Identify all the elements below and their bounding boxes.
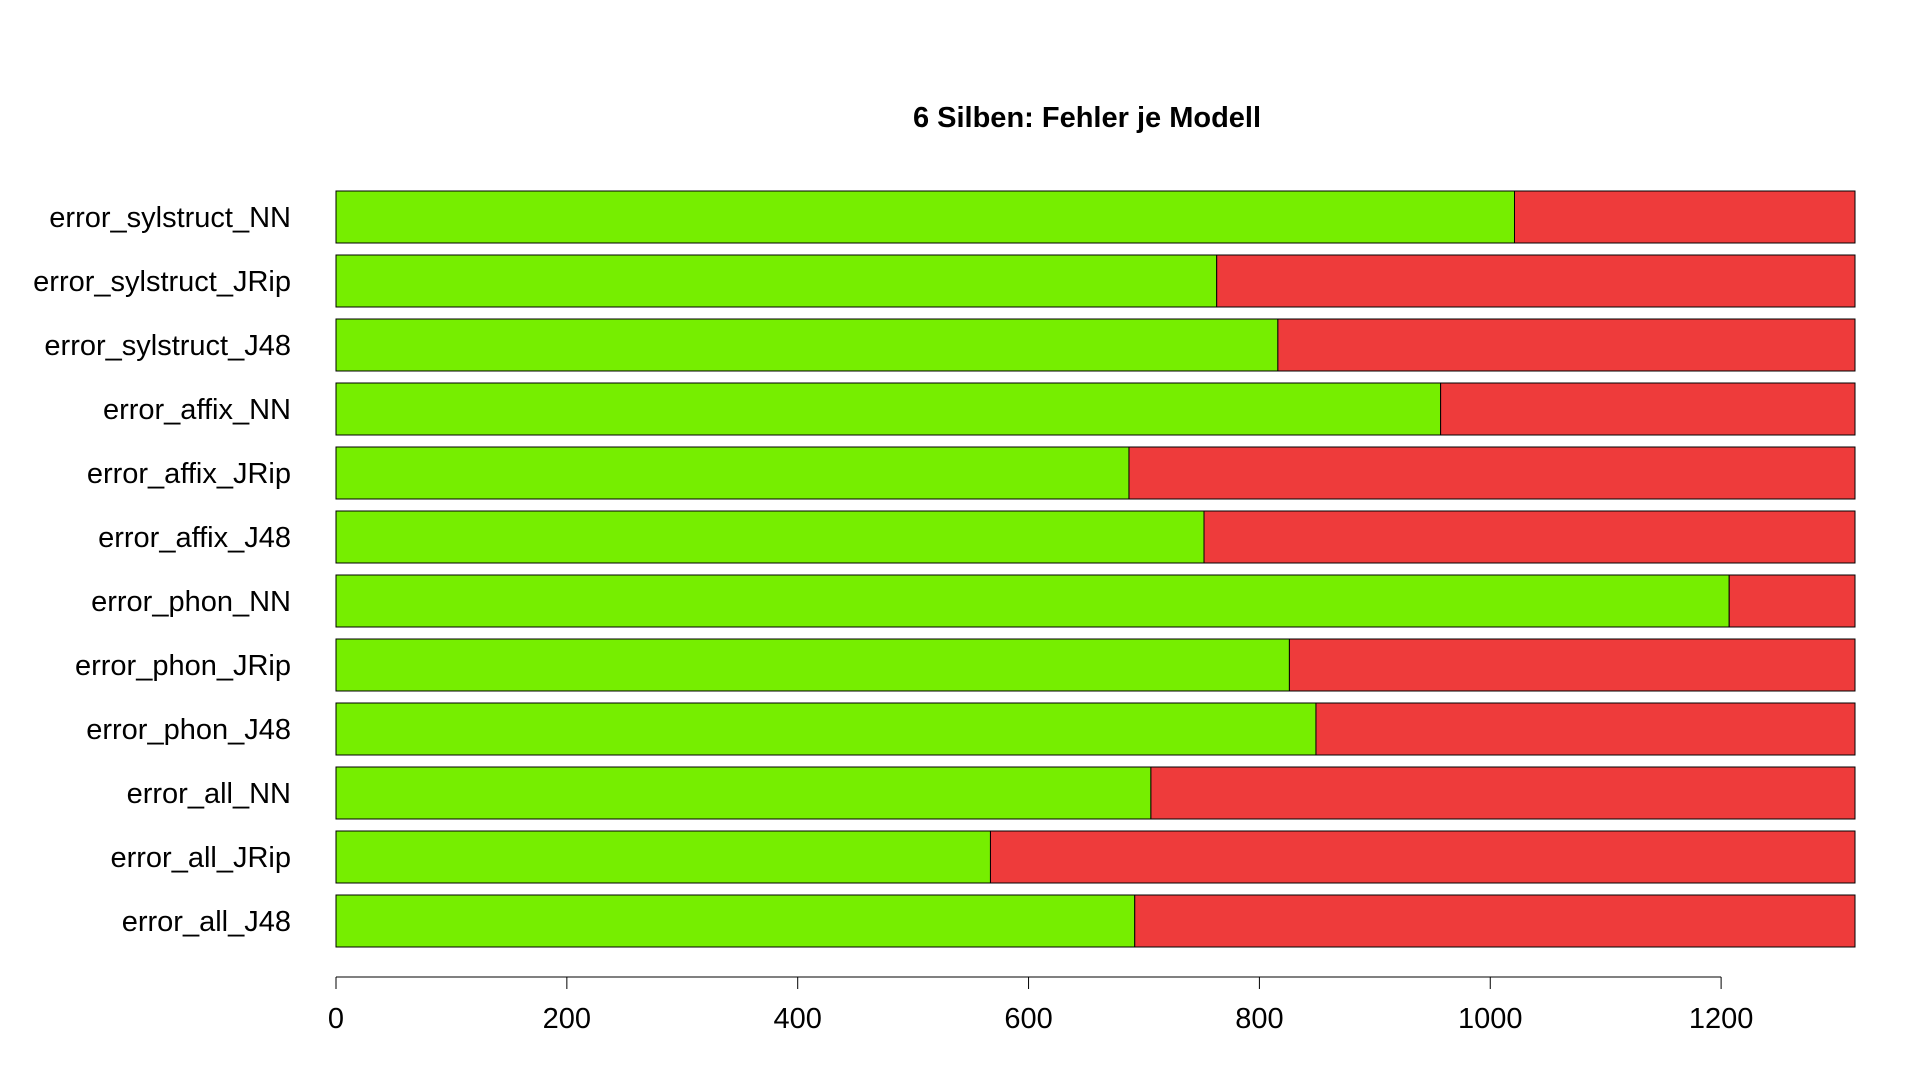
bar-error-phon-nn-segment-1 — [335, 574, 1730, 628]
category-label-error-affix-j48: error_affix_J48 — [98, 522, 291, 554]
category-label-error-sylstruct-jrip: error_sylstruct_JRip — [33, 266, 291, 298]
category-label-error-affix-nn: error_affix_NN — [103, 394, 291, 426]
x-tick-label-800: 800 — [1235, 1003, 1283, 1035]
bar-error-phon-jrip-segment-1 — [335, 638, 1290, 692]
category-label-error-phon-j48: error_phon_J48 — [86, 714, 291, 746]
bar-error-phon-jrip-segment-2 — [1288, 638, 1856, 692]
chart-title: 6 Silben: Fehler je Modell — [913, 102, 1261, 134]
bars-layer — [335, 190, 1856, 948]
bar-error-sylstruct-jrip-segment-2 — [1216, 254, 1856, 308]
x-tick-label-0: 0 — [328, 1003, 344, 1035]
bar-error-all-nn-segment-1 — [335, 766, 1152, 820]
bar-error-affix-j48-segment-1 — [335, 510, 1205, 564]
category-label-error-all-j48: error_all_J48 — [122, 906, 291, 938]
x-axis: 0 200 400 600 800 1000 1200 — [328, 976, 1754, 1035]
bar-error-affix-jrip-segment-1 — [335, 446, 1130, 500]
category-label-error-all-nn: error_all_NN — [127, 778, 291, 810]
bar-error-all-nn-segment-2 — [1150, 766, 1856, 820]
x-tick-label-400: 400 — [774, 1003, 822, 1035]
x-tick-label-1200: 1200 — [1689, 1003, 1754, 1035]
bar-error-sylstruct-j48-segment-1 — [335, 318, 1279, 372]
bar-error-all-jrip-segment-1 — [335, 830, 991, 884]
category-label-error-affix-jrip: error_affix_JRip — [87, 458, 291, 490]
x-tick-label-200: 200 — [543, 1003, 591, 1035]
bar-error-affix-j48-segment-2 — [1203, 510, 1856, 564]
category-label-error-sylstruct-nn: error_sylstruct_NN — [49, 202, 291, 234]
bar-error-phon-j48-segment-2 — [1315, 702, 1856, 756]
category-label-error-phon-nn: error_phon_NN — [91, 586, 291, 618]
category-label-error-sylstruct-j48: error_sylstruct_J48 — [44, 330, 291, 362]
bar-error-phon-j48-segment-1 — [335, 702, 1317, 756]
category-labels: error_sylstruct_NN error_sylstruct_JRiper… — [33, 202, 291, 938]
bar-error-sylstruct-j48-segment-2 — [1277, 318, 1856, 372]
bar-error-all-j48-segment-1 — [335, 894, 1136, 948]
bar-error-sylstruct-nn-segment-1 — [335, 190, 1515, 244]
bar-error-sylstruct-jrip-segment-1 — [335, 254, 1218, 308]
bar-error-all-j48-segment-2 — [1134, 894, 1856, 948]
category-label-error-all-jrip: error_all_JRip — [110, 842, 291, 874]
bar-error-sylstruct-nn-segment-2 — [1513, 190, 1856, 244]
x-tick-label-1000: 1000 — [1458, 1003, 1523, 1035]
x-tick-label-600: 600 — [1004, 1003, 1052, 1035]
category-label-error-phon-jrip: error_phon_JRip — [75, 650, 291, 682]
bar-error-affix-jrip-segment-2 — [1128, 446, 1856, 500]
bar-error-affix-nn-segment-1 — [335, 382, 1442, 436]
bar-error-all-jrip-segment-2 — [989, 830, 1856, 884]
bar-error-phon-nn-segment-2 — [1728, 574, 1856, 628]
bar-error-affix-nn-segment-2 — [1440, 382, 1856, 436]
